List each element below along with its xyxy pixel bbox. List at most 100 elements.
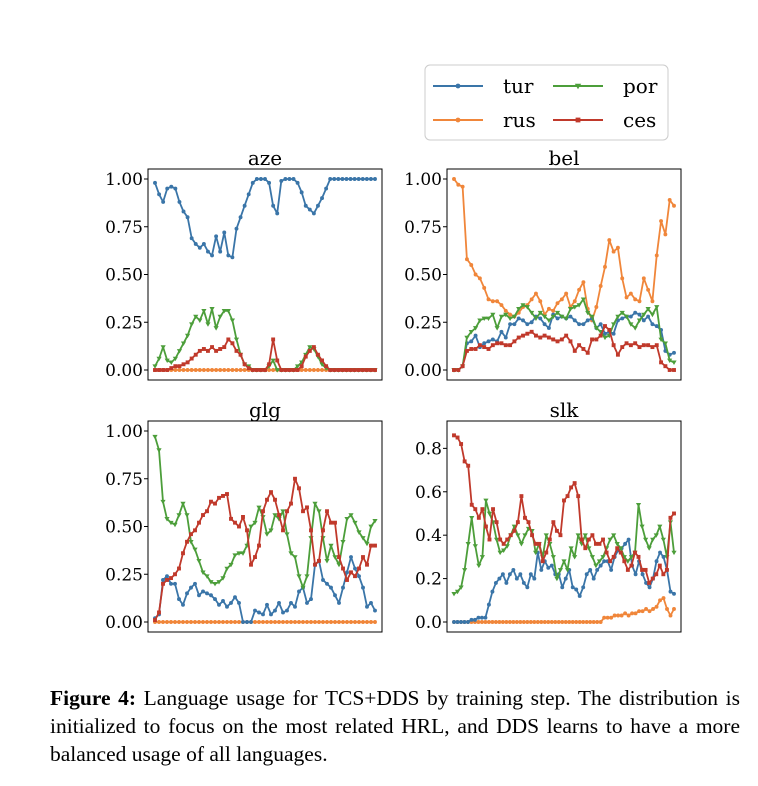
data-point xyxy=(176,349,183,354)
data-point xyxy=(615,314,621,320)
data-point xyxy=(490,337,495,342)
data-point xyxy=(197,318,203,323)
data-point xyxy=(581,620,586,624)
data-point xyxy=(311,368,316,372)
data-point xyxy=(654,305,660,310)
data-point xyxy=(229,600,233,605)
data-point xyxy=(583,546,588,551)
data-point xyxy=(157,610,161,615)
data-point xyxy=(637,609,642,614)
data-point xyxy=(564,568,571,573)
legend-label-tur: tur xyxy=(503,74,534,98)
data-point xyxy=(632,326,638,331)
subplot-frame xyxy=(446,420,682,633)
data-point xyxy=(201,589,205,594)
data-point xyxy=(615,245,620,250)
data-point xyxy=(452,177,456,181)
series-por xyxy=(451,297,677,373)
data-point xyxy=(321,620,325,624)
data-point xyxy=(205,322,211,327)
data-point xyxy=(206,368,210,372)
data-point xyxy=(628,555,635,560)
data-point xyxy=(222,230,227,235)
data-point xyxy=(477,276,482,281)
y-tick-label: 0.00 xyxy=(404,361,442,381)
data-point xyxy=(193,620,197,624)
data-point xyxy=(201,308,207,314)
data-point xyxy=(641,312,647,318)
data-point xyxy=(567,307,574,312)
data-point xyxy=(161,578,165,582)
y-tick-label: 0.50 xyxy=(105,266,143,286)
data-point xyxy=(620,276,625,281)
series-por xyxy=(451,498,677,597)
data-point xyxy=(253,620,257,624)
data-point xyxy=(312,501,318,507)
data-point xyxy=(291,177,296,181)
data-point xyxy=(533,316,539,322)
data-point xyxy=(373,608,377,613)
data-point xyxy=(521,333,525,338)
data-point xyxy=(209,620,213,624)
data-point xyxy=(271,337,276,342)
data-point xyxy=(525,331,530,336)
data-point xyxy=(451,591,457,597)
data-point xyxy=(476,620,481,624)
data-point xyxy=(469,263,474,267)
data-point xyxy=(229,318,236,323)
data-point xyxy=(503,335,508,340)
data-point xyxy=(511,567,516,572)
data-point xyxy=(230,368,235,372)
data-point xyxy=(602,559,607,564)
series-line-por xyxy=(453,499,675,595)
data-point xyxy=(169,620,173,624)
data-point xyxy=(209,307,215,312)
data-point xyxy=(518,620,523,624)
data-point xyxy=(593,326,599,331)
data-point xyxy=(657,563,662,568)
data-point xyxy=(193,314,199,320)
data-point xyxy=(647,609,652,614)
data-point xyxy=(661,554,666,559)
data-point xyxy=(181,602,185,607)
data-point xyxy=(569,485,574,490)
data-point xyxy=(324,559,330,564)
data-point xyxy=(277,620,281,624)
data-point xyxy=(292,555,298,560)
data-point xyxy=(361,555,365,560)
data-point xyxy=(325,509,329,514)
data-point xyxy=(586,537,591,542)
data-point xyxy=(540,559,545,564)
data-point xyxy=(289,501,293,506)
data-point xyxy=(558,533,563,538)
data-point xyxy=(193,368,198,372)
data-point xyxy=(328,177,333,181)
data-point xyxy=(546,306,551,311)
data-point xyxy=(473,617,477,622)
data-point xyxy=(454,589,461,595)
data-point xyxy=(344,517,350,522)
data-point xyxy=(169,366,174,371)
data-point xyxy=(501,548,507,553)
data-point xyxy=(188,539,194,545)
data-point xyxy=(672,368,676,372)
data-point xyxy=(283,368,288,372)
data-point xyxy=(555,339,560,344)
data-point xyxy=(497,550,503,556)
data-point xyxy=(152,364,158,369)
data-point xyxy=(212,581,218,587)
data-point xyxy=(279,368,284,372)
data-point xyxy=(469,347,474,351)
data-point xyxy=(503,343,508,348)
y-tick-label: 0.4 xyxy=(415,526,442,546)
data-point xyxy=(332,177,337,181)
data-point xyxy=(261,612,265,617)
data-point xyxy=(603,264,607,269)
data-point xyxy=(340,177,345,181)
data-point xyxy=(218,368,223,372)
data-point xyxy=(647,585,652,590)
data-point xyxy=(164,358,170,364)
data-point xyxy=(560,620,565,624)
data-point xyxy=(361,585,365,590)
data-point xyxy=(225,620,229,624)
